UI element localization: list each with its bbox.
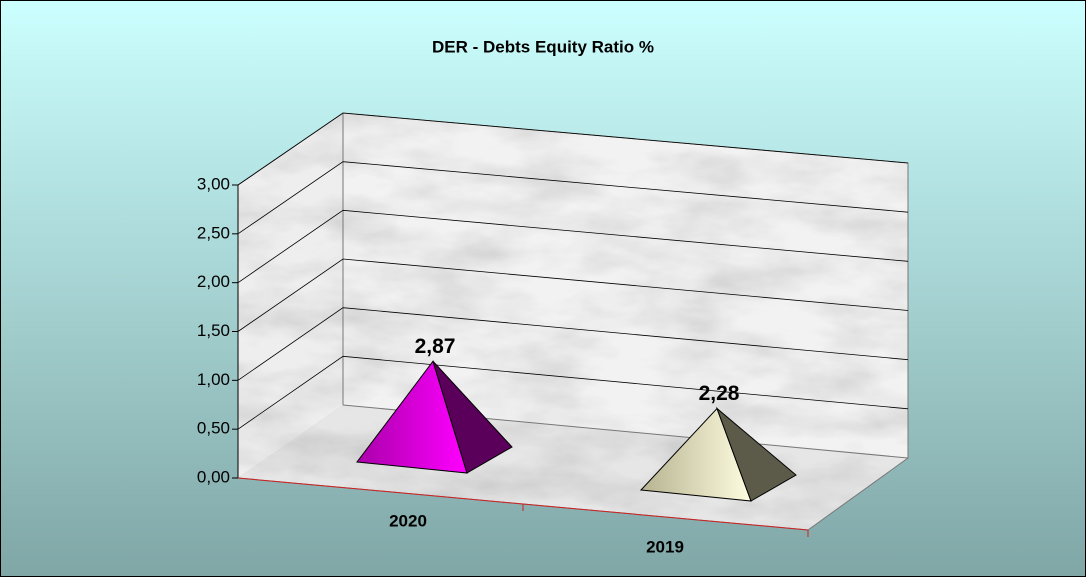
chart-title: DER - Debts Equity Ratio % [432,37,654,56]
grid-line [237,258,909,332]
pyramid-side [715,406,797,502]
grid-line [237,307,909,381]
pyramid [356,360,513,474]
grid-line [237,161,909,235]
pyramid [639,406,797,502]
grid-line [237,209,909,283]
y-tick-label: 2,50 [197,223,230,242]
y-tick-label: 2,00 [197,272,230,291]
x-tick-label: 2019 [646,537,684,556]
pyramid-side [432,360,513,474]
grid-line [237,112,909,186]
grid-line [237,355,909,430]
data-label: 2,87 [415,335,456,358]
data-label: 2,28 [699,382,740,405]
y-tick-label: 0,50 [197,419,230,438]
y-tick-label: 3,00 [197,174,230,193]
plot-walls [238,113,908,530]
y-tick-label: 0,00 [197,467,230,486]
x-tick-label: 2020 [389,511,427,530]
y-tick-label: 1,50 [197,321,230,340]
y-tick-label: 1,00 [197,370,230,389]
